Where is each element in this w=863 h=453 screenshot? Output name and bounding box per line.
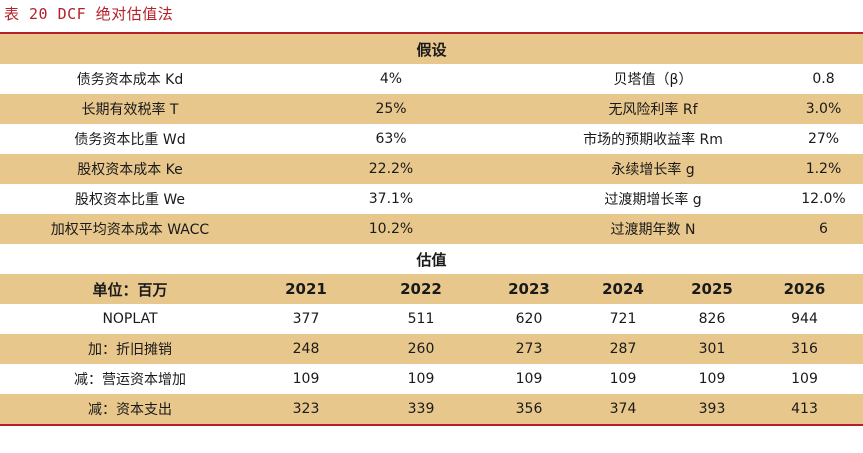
- table-row: 减：营运资本增加 109 109 109 109 109 109: [0, 364, 863, 394]
- table-row: 加：折旧摊销 248 260 273 287 301 316: [0, 334, 863, 364]
- table-cell: 944: [791, 311, 818, 327]
- table-cell: 620: [515, 311, 543, 327]
- table-cell: 323: [292, 401, 320, 417]
- table-cell: 109: [698, 371, 726, 387]
- column-header: 2022: [400, 280, 442, 298]
- table-cell: 109: [791, 371, 818, 387]
- assumption-row: 长期有效税率 T 25% 无风险利率 Rf 3.0%: [0, 94, 863, 124]
- table-row: 减：资本支出 323 339 356 374 393 413: [0, 394, 863, 424]
- assumptions-heading-row: 假设: [0, 34, 863, 64]
- valuation-heading-row: 估值: [0, 244, 863, 274]
- valuation-heading: 估值: [416, 250, 447, 269]
- table-cell: 273: [515, 341, 543, 357]
- table-cell: 826: [698, 311, 726, 327]
- assumption-label: 过渡期增长率 g: [604, 192, 702, 208]
- column-header: 2026: [783, 280, 826, 298]
- table-cell: 301: [698, 341, 726, 357]
- table-cell: 413: [791, 401, 818, 417]
- table-cell: 109: [515, 371, 543, 387]
- assumption-row: 债务资本比重 Wd 63% 市场的预期收益率 Rm 27%: [0, 124, 863, 154]
- valuation-header-row: 单位：百万 2021 2022 2023 2024 2025 2026: [0, 274, 863, 304]
- assumption-value: 0.8: [812, 71, 835, 87]
- top-rule: [0, 32, 863, 34]
- assumption-value: 1.2%: [805, 161, 842, 177]
- column-header: 2025: [691, 280, 733, 298]
- column-header: 单位：百万: [92, 280, 168, 299]
- assumption-label: 贝塔值（β）: [613, 72, 693, 88]
- table-cell: 109: [407, 371, 435, 387]
- table-row: NOPLAT 377 511 620 721 826 944: [0, 304, 863, 334]
- table-title: 表 20 DCF 绝对估值法: [4, 5, 174, 23]
- table-cell: 721: [609, 311, 637, 327]
- assumption-value: 63%: [375, 131, 407, 147]
- column-header: 2024: [602, 280, 644, 298]
- assumption-label: 过渡期年数 N: [610, 222, 696, 238]
- table-cell: 393: [698, 401, 726, 417]
- table-cell: 248: [292, 341, 320, 357]
- assumption-label: 长期有效税率 T: [81, 102, 179, 118]
- assumption-label: 股权资本成本 Ke: [77, 162, 183, 178]
- assumption-value: 10.2%: [368, 221, 414, 237]
- column-header: 2023: [508, 280, 550, 298]
- assumption-value: 3.0%: [805, 101, 842, 117]
- assumption-value: 22.2%: [368, 161, 414, 177]
- table-cell: 316: [791, 341, 818, 357]
- assumption-label: 无风险利率 Rf: [608, 102, 698, 118]
- assumption-value: 12.0%: [801, 191, 846, 207]
- assumption-row: 股权资本比重 We 37.1% 过渡期增长率 g 12.0%: [0, 184, 863, 214]
- assumption-value: 37.1%: [368, 191, 414, 207]
- table-cell: 339: [407, 401, 435, 417]
- assumption-row: 加权平均资本成本 WACC 10.2% 过渡期年数 N 6: [0, 214, 863, 244]
- row-label: 加：折旧摊销: [88, 342, 172, 358]
- assumption-value: 6: [819, 221, 828, 237]
- assumptions-heading: 假设: [416, 40, 447, 59]
- assumption-label: 债务资本比重 Wd: [74, 132, 186, 148]
- assumption-label: 永续增长率 g: [611, 162, 695, 178]
- assumption-value: 27%: [807, 131, 840, 147]
- row-label: 减：营运资本增加: [74, 372, 186, 388]
- column-header: 2021: [285, 280, 327, 298]
- table-cell: 377: [292, 311, 320, 327]
- table-cell: 287: [609, 341, 637, 357]
- table-cell: 109: [609, 371, 637, 387]
- assumption-label: 股权资本比重 We: [74, 192, 186, 208]
- bottom-rule: [0, 424, 863, 426]
- assumption-label: 市场的预期收益率 Rm: [583, 132, 723, 148]
- table-cell: 374: [609, 401, 637, 417]
- table-cell: 511: [407, 311, 435, 327]
- assumption-row: 股权资本成本 Ke 22.2% 永续增长率 g 1.2%: [0, 154, 863, 184]
- assumption-row: 债务资本成本 Kd 4% 贝塔值（β） 0.8: [0, 64, 863, 94]
- assumption-label: 债务资本成本 Kd: [76, 72, 184, 88]
- table-cell: 109: [292, 371, 320, 387]
- assumption-value: 25%: [375, 101, 407, 117]
- assumption-value: 4%: [379, 71, 403, 87]
- assumption-label: 加权平均资本成本 WACC: [50, 222, 210, 238]
- row-label: 减：资本支出: [88, 402, 172, 418]
- row-label: NOPLAT: [102, 311, 158, 327]
- table-cell: 260: [407, 341, 435, 357]
- table-cell: 356: [515, 401, 543, 417]
